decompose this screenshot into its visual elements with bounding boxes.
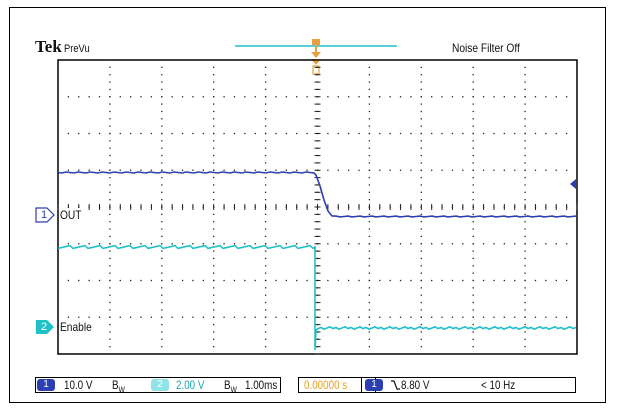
ch2-ground-marker [36,320,54,334]
trigger-level: 8.80 V [401,378,430,392]
ch1-bandwidth-limit: BW [112,378,125,395]
ch1-label: OUT [60,208,82,222]
timebase-value: 1.00ms [245,378,278,392]
status-bar: 1 10.0 V BW 2 2.00 V BW 1.00ms 0.00000 s… [35,377,576,394]
trigger-level-marker [570,179,576,189]
noise-filter-status: Noise Filter Off [452,41,520,55]
ch1-waveform [57,171,577,218]
ch2-label: Enable [60,320,92,334]
ch1-marker-number: 1 [40,209,48,221]
ch1-chip: 1 [37,379,55,391]
graticule-grid [57,59,578,355]
falling-edge-icon [391,380,400,390]
trigger-frequency: < 10 Hz [481,378,516,392]
trigger-position: 0.00000 s [304,378,348,392]
trigger-time-marker [311,59,321,75]
brand-logo: Tek [35,37,62,56]
trigger-source-chip: 1 [365,379,383,391]
acquisition-mode: PreVu [64,43,90,55]
ch2-bandwidth-limit: BW [224,378,237,395]
channel-settings-box [35,377,281,393]
ch1-ground-marker [35,207,55,223]
ch1-scale: 10.0 V [64,378,93,392]
ch2-chip: 2 [151,379,169,391]
trigger-position-marker [311,39,321,58]
ch2-waveform [57,244,577,351]
ch2-scale: 2.00 V [176,378,205,392]
trigger-box [361,377,576,393]
ch2-marker-number: 2 [40,321,48,333]
